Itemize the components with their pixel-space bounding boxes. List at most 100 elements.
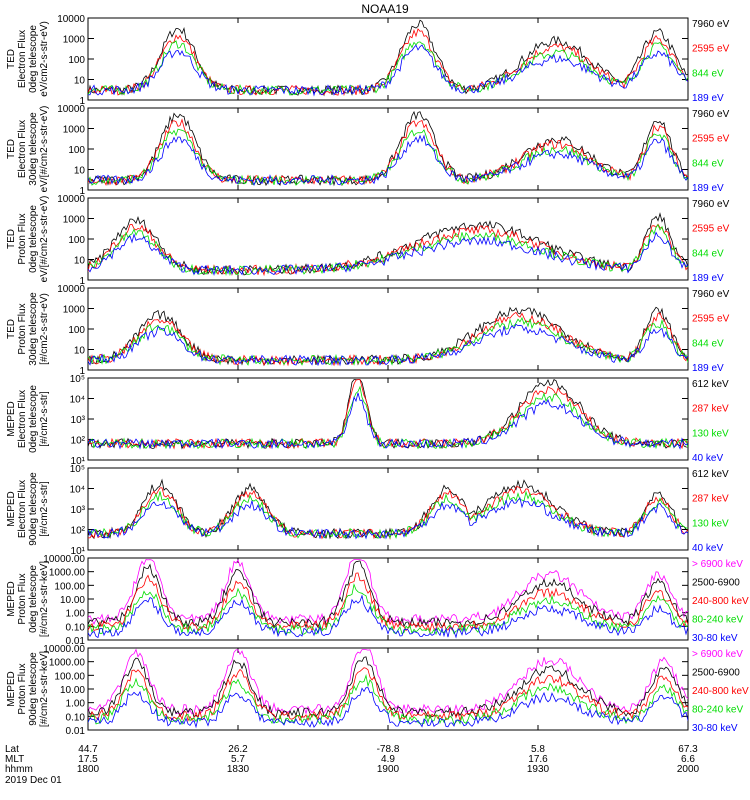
panel-frame (88, 198, 688, 280)
y-axis-label-line: MEPED (6, 401, 17, 437)
panel-frame (88, 378, 688, 460)
y-tick-label: 10000 (57, 14, 85, 25)
y-axis-label-line: TED (6, 49, 17, 69)
y-axis-label: MEPEDProton Flux90deg telescope[#/cm2-s-… (6, 651, 50, 727)
legend-entry: 7960 eV (692, 109, 730, 120)
y-tick-label: 100 (68, 55, 85, 66)
legend-entry: 189 eV (692, 273, 724, 284)
y-tick-label: 10⁴ (70, 485, 85, 496)
panel-2: 110100100010000TEDElectron Flux30deg tel… (6, 104, 730, 197)
legend-entry: 189 eV (692, 183, 724, 194)
series-group (88, 480, 688, 538)
legend-entry: 240-800 keV (692, 686, 749, 697)
y-axis-label: MEPEDElectron Flux90deg telescope[#/cm2-… (6, 472, 50, 546)
legend-entry: 2595 eV (692, 44, 730, 55)
series-line (88, 688, 688, 727)
series-group (88, 380, 688, 449)
legend-entry: 2595 eV (692, 224, 730, 235)
y-axis-label-line: 90deg telescope (28, 652, 39, 726)
y-tick-label: 10³ (71, 415, 86, 426)
y-axis-label: MEPEDElectron Flux0deg telescope[#/cm2-s… (6, 385, 50, 453)
panel-7: 0.010.101.0010.00100.001000.0010000.00ME… (6, 554, 749, 647)
legend-entry: 240-800 keV (692, 596, 749, 607)
y-tick-label: 1000.00 (49, 658, 86, 669)
time-axis-value: 2000 (677, 764, 700, 775)
legend-entry: 189 eV (692, 93, 724, 104)
y-axis-label-line: TED (6, 319, 17, 339)
series-line (88, 676, 688, 724)
series-line (88, 491, 688, 538)
y-axis-label-line: [#/cm2-s-str-keV] (39, 651, 50, 727)
y-axis-label-line: 0deg telescope (28, 565, 39, 633)
y-tick-label: 10000 (57, 104, 85, 115)
series-group (88, 307, 688, 365)
y-tick-label: 100 (68, 235, 85, 246)
legend-entry: 40 keV (692, 543, 723, 554)
y-tick-label: 10 (74, 346, 86, 357)
panel-8: 0.010.101.0010.00100.001000.0010000.00ME… (6, 644, 749, 737)
series-line (88, 498, 688, 538)
y-tick-label: 100.00 (54, 581, 85, 592)
y-axis-label-line: MEPED (6, 581, 17, 617)
y-tick-label: 10000 (57, 284, 85, 295)
panel-6: 10¹10²10³10⁴10⁵MEPEDElectron Flux90deg t… (6, 464, 729, 557)
y-axis-label-line: 90deg telescope (28, 472, 39, 546)
y-axis-label-line: Proton Flux (17, 573, 28, 624)
series-line (88, 657, 688, 718)
y-axis-label-line: MEPED (6, 491, 17, 527)
y-axis-label: TEDProton Flux0deg telescopeeV/[#/cm2-s-… (6, 196, 50, 283)
series-group (88, 20, 688, 95)
y-axis-label-line: MEPED (6, 671, 17, 707)
legend-entry: 287 keV (692, 494, 729, 505)
y-axis-label-line: TED (6, 139, 17, 159)
y-axis-label-line: 0deg telescope (28, 205, 39, 273)
legend-entry: 130 keV (692, 518, 729, 529)
series-line (88, 380, 688, 449)
y-axis-label-line: TED (6, 229, 17, 249)
legend-entry: 30-80 keV (692, 633, 738, 644)
time-axis-value: 1930 (527, 764, 550, 775)
panel-frame (88, 18, 688, 100)
legend-entry: 130 keV (692, 428, 729, 439)
y-tick-label: 10000 (57, 194, 85, 205)
y-tick-label: 1000.00 (49, 568, 86, 579)
y-tick-label: 0.10 (66, 712, 86, 723)
y-tick-label: 1000 (63, 125, 86, 136)
legend-entry: 7960 eV (692, 289, 730, 300)
time-axis-row-label: hhmm (5, 764, 33, 775)
series-line (88, 136, 688, 185)
panel-3: 1 10 100 1000 10000 TEDProton Flux0deg telesc… (6, 194, 730, 287)
figure-title: NOAA19 (361, 2, 409, 16)
series-line (88, 112, 688, 185)
y-tick-label: 10.00 (60, 595, 85, 606)
y-tick-label: 1000 (63, 35, 86, 46)
y-axis-label-line: 30deg telescope (28, 292, 39, 366)
panel-5: 10¹ 10² 10³ 10⁴ 10⁵ MEPEDElectron Flux0deg te… (6, 374, 729, 467)
legend-entry: 2595 eV (692, 314, 730, 325)
y-axis-label-line: [#/cm2-s-str] (39, 481, 50, 537)
y-axis-label-line: eV/cm2-s-str-eV) (39, 21, 50, 97)
legend-entry: 189 eV (692, 363, 724, 374)
series-line (88, 387, 688, 449)
y-tick-label: 10 (74, 76, 86, 87)
y-tick-label: 10⁵ (70, 464, 85, 475)
legend-entry: 80-240 keV (692, 615, 743, 626)
y-axis-label: TEDElectron Flux30deg telescopeeV/[#/cm2… (6, 106, 50, 193)
series-line (88, 324, 688, 365)
legend-entry: 844 eV (692, 68, 724, 79)
y-axis-label-line: Electron Flux (17, 390, 28, 448)
series-group (88, 214, 688, 275)
series-line (88, 650, 688, 714)
legend-entry: 2500-6900 (692, 578, 740, 589)
panel-frame (88, 108, 688, 190)
panel-4: 1 10 100 1000 10000 TEDProton Flux30deg teles… (6, 284, 730, 377)
y-axis-label-line: 0deg telescope (28, 25, 39, 93)
y-axis-label: MEPEDProton Flux0deg telescope[#/cm2-s-s… (6, 561, 50, 637)
y-tick-label: 1.00 (66, 699, 86, 710)
y-axis-label-line: 30deg telescope (28, 112, 39, 186)
y-tick-label: 10⁴ (70, 395, 85, 406)
y-axis-label-line: 0deg telescope (28, 385, 39, 453)
panel-1: 1 10 100 1000 10000 TEDElectron Flux0deg tele… (6, 14, 730, 107)
series-line (88, 561, 688, 627)
series-line (88, 29, 688, 95)
